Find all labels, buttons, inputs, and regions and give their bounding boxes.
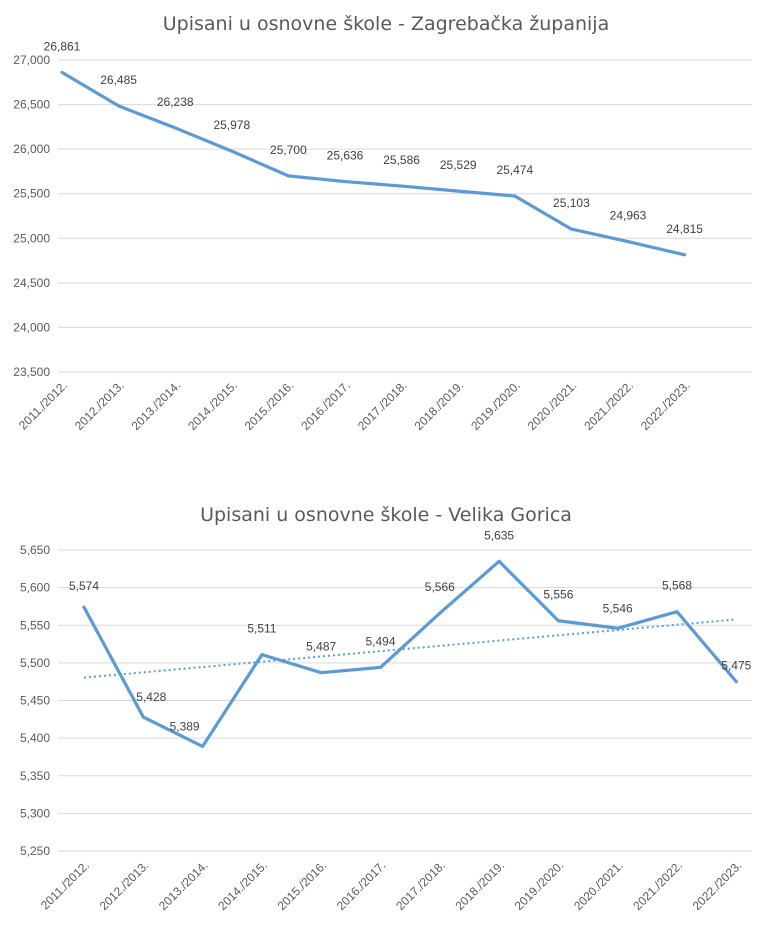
y-tick-label: 5,300 [20, 806, 50, 820]
y-tick-label: 5,600 [20, 581, 50, 595]
data-label: 25,586 [383, 153, 420, 167]
data-label: 5,566 [425, 580, 455, 594]
data-point [513, 194, 517, 198]
y-tick-label: 23,500 [13, 365, 50, 379]
x-tick-label: 2015./2016. [242, 378, 297, 433]
data-point [616, 626, 620, 630]
y-tick-label: 5,550 [20, 618, 50, 632]
data-point [569, 227, 573, 231]
x-tick-label: 2012./2013. [72, 378, 127, 433]
y-tick-label: 5,450 [20, 694, 50, 708]
data-label: 5,635 [484, 528, 514, 542]
y-tick-label: 25,000 [13, 231, 50, 245]
data-point [556, 619, 560, 623]
data-point [319, 671, 323, 675]
x-tick-label: 2022./2023. [690, 858, 745, 913]
data-point [343, 180, 347, 184]
x-tick-label: 2020./2021. [525, 378, 580, 433]
data-label: 5,568 [662, 579, 692, 593]
data-point [173, 126, 177, 130]
y-tick-label: 5,650 [20, 543, 50, 557]
data-point [497, 559, 501, 563]
data-label: 5,556 [543, 588, 573, 602]
data-point [286, 174, 290, 178]
data-point [117, 104, 121, 108]
data-label: 25,529 [440, 158, 477, 172]
x-tick-label: 2019./2020. [512, 858, 567, 913]
y-tick-label: 5,250 [20, 844, 50, 858]
y-tick-label: 24,000 [13, 320, 50, 334]
x-tick-label: 2012./2013. [97, 858, 152, 913]
x-tick-label: 2020./2021. [571, 858, 626, 913]
x-tick-label: 2011./2012. [16, 378, 70, 432]
data-point [683, 253, 687, 257]
data-label: 5,389 [170, 719, 200, 733]
x-tick-label: 2016./2017. [334, 858, 389, 913]
y-tick-label: 26,500 [13, 98, 50, 112]
x-tick-label: 2017./2018. [393, 858, 448, 913]
data-label: 26,238 [157, 95, 194, 109]
y-tick-label: 5,500 [20, 656, 50, 670]
data-label: 24,815 [666, 222, 703, 236]
data-label: 5,494 [365, 634, 395, 648]
data-label: 25,103 [553, 196, 590, 210]
data-label: 5,511 [247, 622, 276, 636]
y-tick-label: 27,000 [13, 53, 50, 67]
x-tick-label: 2022./2023. [638, 378, 693, 433]
data-label: 5,574 [69, 579, 99, 593]
chart-title: Upisani u osnovne škole - Velika Gorica [200, 504, 572, 526]
x-tick-label: 2014./2015. [185, 378, 240, 433]
data-point [675, 610, 679, 614]
x-tick-label: 2018./2019. [412, 378, 467, 433]
x-tick-label: 2014./2015. [215, 858, 270, 913]
data-point [734, 680, 738, 684]
data-point [201, 744, 205, 748]
chart-velika-gorica: Upisani u osnovne škole - Velika Gorica 5… [20, 504, 752, 913]
x-tick-label: 2013./2014. [156, 858, 211, 913]
x-tick-label: 2015./2016. [275, 858, 330, 913]
data-label: 26,861 [44, 39, 81, 53]
data-point [141, 715, 145, 719]
series-line [60, 70, 687, 257]
data-label: 5,546 [603, 601, 633, 615]
y-tick-label: 26,000 [13, 142, 50, 156]
data-label: 5,428 [136, 690, 166, 704]
data-label: 25,700 [270, 143, 307, 157]
data-label: 5,487 [306, 640, 336, 654]
data-point [400, 184, 404, 188]
data-point [456, 189, 460, 193]
data-point [626, 240, 630, 244]
x-tick-label: 2018./2019. [452, 858, 507, 913]
x-tick-label: 2019./2020. [468, 378, 523, 433]
x-tick-label: 2011./2012. [38, 858, 92, 912]
data-label: 24,963 [610, 209, 647, 223]
x-tick-label: 2021./2022. [581, 378, 636, 433]
data-label: 25,636 [327, 149, 364, 163]
data-point [82, 605, 86, 609]
data-label: 25,474 [496, 163, 533, 177]
data-point [379, 665, 382, 669]
x-tick-label: 2016./2017. [298, 378, 353, 433]
data-label: 5,475 [721, 659, 751, 673]
y-tick-label: 25,500 [13, 187, 50, 201]
chart-title: Upisani u osnovne škole - Zagrebačka žup… [163, 13, 609, 35]
data-point [230, 149, 234, 153]
x-tick-label: 2013./2014. [129, 378, 184, 433]
x-tick-label: 2021./2022. [630, 858, 685, 913]
x-tick-label: 2017./2018. [355, 378, 410, 433]
data-label: 25,978 [213, 118, 250, 132]
data-point [60, 70, 64, 74]
data-point [260, 653, 264, 657]
y-tick-label: 5,400 [20, 731, 50, 745]
data-label: 26,485 [100, 73, 137, 87]
chart-zagrebacka: Upisani u osnovne škole - Zagrebačka žup… [13, 13, 752, 433]
trendline [83, 618, 737, 679]
data-point [438, 611, 442, 615]
y-tick-label: 5,350 [20, 769, 50, 783]
y-tick-label: 24,500 [13, 276, 50, 290]
series-line [82, 559, 738, 749]
